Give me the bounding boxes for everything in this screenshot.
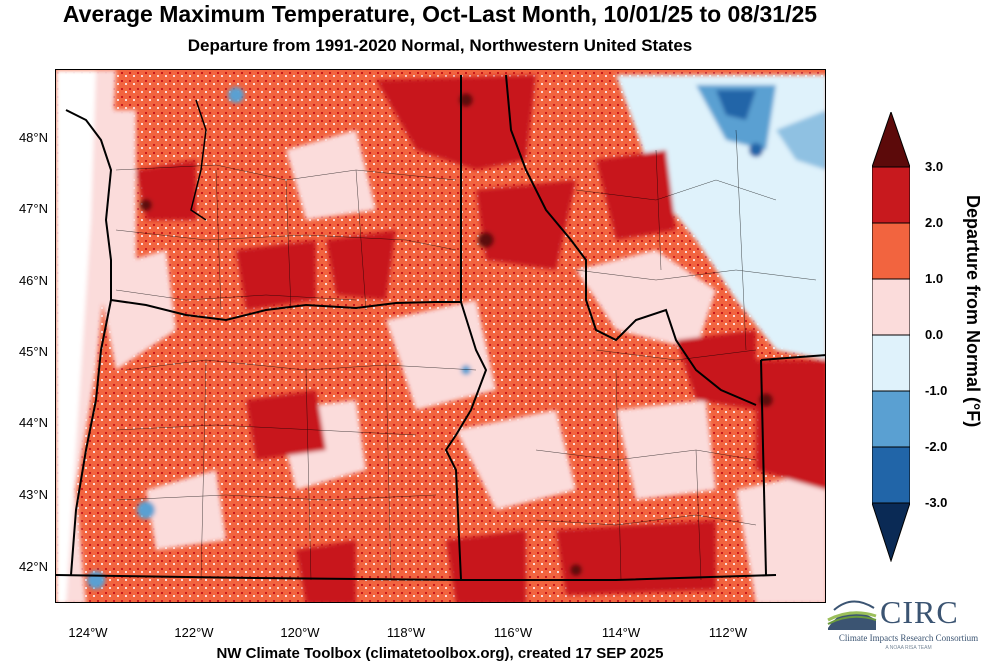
lon-label-116: 116°W	[493, 625, 533, 640]
lat-label-44: 44°N	[18, 415, 48, 430]
legend-swatch-2-to-3	[872, 166, 910, 224]
legend-label-neg3: -3.0	[925, 495, 948, 510]
state-boundaries	[56, 74, 825, 581]
legend-swatch-0-to-1	[872, 278, 910, 336]
map-canvas	[56, 70, 825, 602]
legend-swatch-neg2-to-neg1	[872, 390, 910, 448]
lat-label-48: 48°N	[18, 130, 48, 145]
color-legend	[872, 112, 910, 562]
lat-label-47: 47°N	[18, 201, 48, 216]
lon-label-124: 124°W	[68, 625, 108, 640]
map-credit-footer: NW Climate Toolbox (climatetoolbox.org),…	[216, 645, 664, 662]
circ-logo	[827, 600, 877, 630]
map-title: Average Maximum Temperature, Oct-Last Mo…	[62, 1, 818, 27]
logo-tagline: A NOAA RISA TEAM	[885, 645, 932, 651]
legend-label-1: 1.0	[925, 271, 944, 286]
logo-full-name: Climate Impacts Research Consortium	[838, 633, 979, 643]
lon-label-114: 114°W	[601, 625, 641, 640]
temperature-departure-map	[55, 69, 826, 603]
lon-label-112: 112°W	[708, 625, 748, 640]
anomaly-shading	[56, 70, 825, 602]
legend-label-0: 0.0	[925, 327, 944, 342]
lat-label-45: 45°N	[18, 344, 48, 359]
legend-swatch-neg1-to-0	[872, 334, 910, 392]
legend-title: Departure from Normal (°F)	[963, 195, 983, 428]
lon-label-122: 122°W	[174, 625, 214, 640]
legend-label-2: 2.0	[925, 215, 944, 230]
logo-name: CIRC	[880, 594, 959, 630]
legend-swatch-neg3-to-neg2	[872, 446, 910, 504]
legend-label-3: 3.0	[925, 159, 944, 174]
lat-label-46: 46°N	[18, 273, 48, 288]
legend-label-neg2: -2.0	[925, 439, 948, 454]
lat-label-43: 43°N	[18, 487, 48, 502]
lon-label-118: 118°W	[386, 625, 426, 640]
circ-landscape-icon	[827, 600, 877, 630]
legend-swatch-below-neg3	[872, 502, 910, 562]
lon-label-120: 120°W	[280, 625, 320, 640]
county-boundaries	[115, 129, 817, 581]
map-subtitle: Departure from 1991-2020 Normal, Northwe…	[187, 36, 693, 55]
legend-label-neg1: -1.0	[925, 383, 948, 398]
lat-label-42: 42°N	[18, 559, 48, 574]
legend-swatch-above-3	[872, 112, 910, 168]
legend-swatch-1-to-2	[872, 222, 910, 280]
